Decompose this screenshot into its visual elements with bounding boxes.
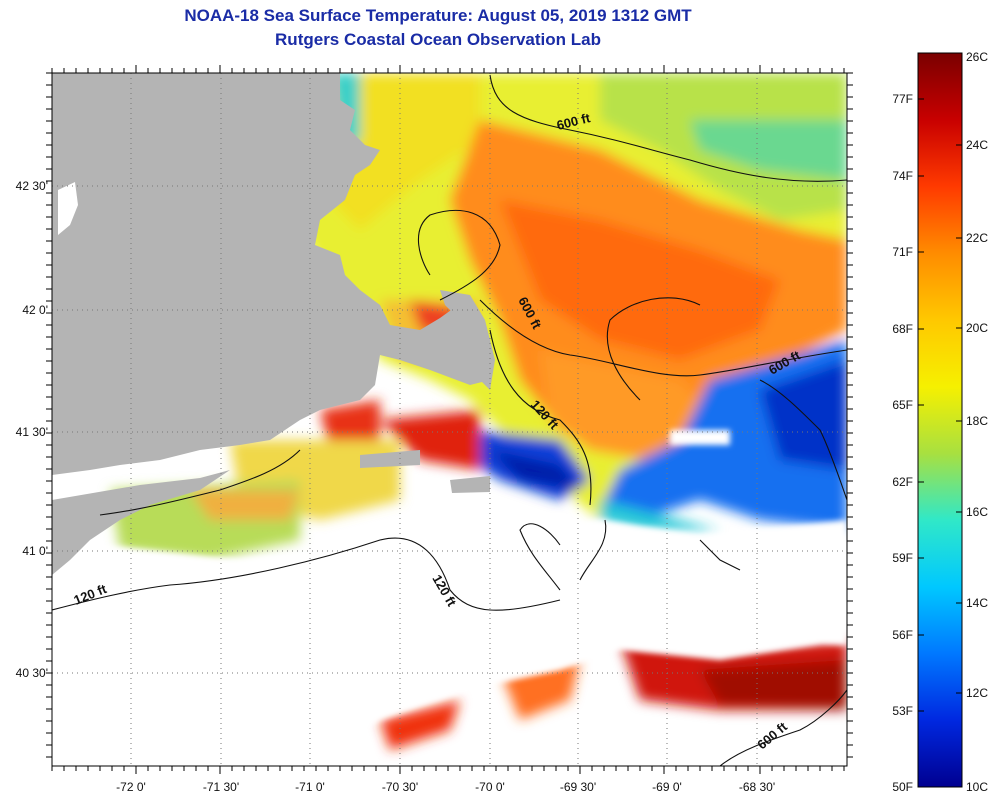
color-bar <box>917 52 963 788</box>
lat-label: 42 30' <box>16 179 48 193</box>
lon-label: -71 0' <box>295 780 325 794</box>
lat-label: 41 30' <box>16 425 48 439</box>
fahrenheit-label: 62F <box>892 475 913 489</box>
celsius-label: 16C <box>966 505 988 519</box>
fahrenheit-label: 53F <box>892 704 913 718</box>
celsius-label: 20C <box>966 321 988 335</box>
lon-label: -70 30' <box>382 780 418 794</box>
lon-label: -68 30' <box>739 780 775 794</box>
land-patch <box>58 182 78 235</box>
depth-contours <box>52 74 847 766</box>
map-subtitle: Rutgers Coastal Ocean Observation Lab <box>275 30 601 49</box>
celsius-label: 22C <box>966 231 988 245</box>
land-cape-cod <box>440 290 495 390</box>
fahrenheit-label: 65F <box>892 398 913 412</box>
map-title: NOAA-18 Sea Surface Temperature: August … <box>184 6 692 25</box>
lon-label: -72 0' <box>116 780 146 794</box>
map-frame <box>51 72 848 767</box>
color-bar-celsius-labels: 26C 24C 22C 20C 18C 16C 14C 12C 10C <box>966 50 988 794</box>
axis-ticks <box>46 65 853 774</box>
celsius-label: 10C <box>966 780 988 794</box>
fahrenheit-label: 71F <box>892 245 913 259</box>
fahrenheit-label: 77F <box>892 92 913 106</box>
fahrenheit-label: 59F <box>892 551 913 565</box>
color-bar-fahrenheit-labels: 77F 74F 71F 68F 65F 62F 59F 56F 53F 50F <box>892 92 913 794</box>
longitude-labels: -72 0' -71 30' -71 0' -70 30' -70 0' -69 30' -… <box>116 780 775 794</box>
graticule <box>52 73 847 766</box>
fahrenheit-label: 56F <box>892 628 913 642</box>
land-new-england <box>52 73 490 475</box>
fahrenheit-label: 50F <box>892 780 913 794</box>
fahrenheit-label: 68F <box>892 322 913 336</box>
lat-label: 42 0' <box>22 303 48 317</box>
celsius-label: 26C <box>966 50 988 64</box>
no-data-regions <box>52 430 847 766</box>
color-bar-ticks <box>918 98 962 712</box>
latitude-labels: 42 30' 42 0' 41 30' 41 0' 40 30' <box>16 179 48 680</box>
celsius-label: 24C <box>966 138 988 152</box>
celsius-label: 18C <box>966 414 988 428</box>
celsius-label: 12C <box>966 686 988 700</box>
fahrenheit-label: 74F <box>892 169 913 183</box>
land-nantucket-marthas <box>360 450 490 493</box>
lon-label: -69 30' <box>560 780 596 794</box>
celsius-label: 14C <box>966 596 988 610</box>
land-long-island <box>52 470 230 575</box>
lon-label: -69 0' <box>652 780 682 794</box>
lat-label: 40 30' <box>16 666 48 680</box>
lat-label: 41 0' <box>22 544 48 558</box>
lon-label: -70 0' <box>475 780 505 794</box>
lon-label: -71 30' <box>203 780 239 794</box>
